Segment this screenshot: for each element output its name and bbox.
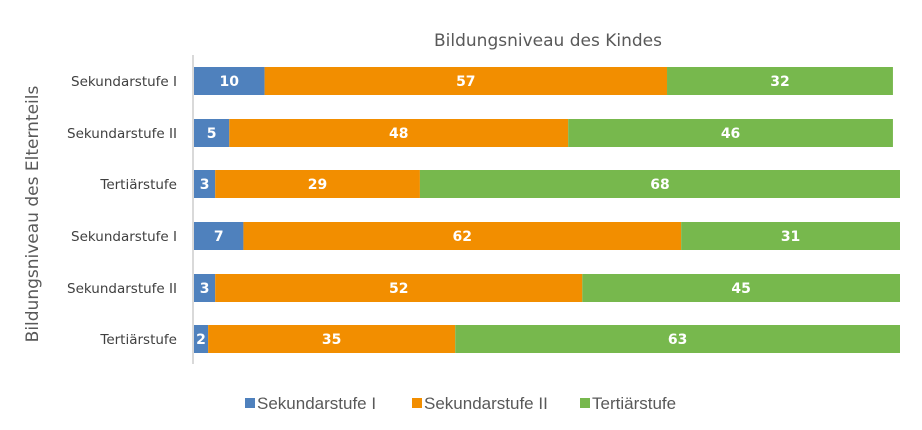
bar-segment xyxy=(194,67,265,95)
bar-segment xyxy=(667,67,893,95)
category-label: Sekundarstufe I xyxy=(71,229,177,245)
data-label: 62 xyxy=(453,229,472,245)
bar-segment xyxy=(208,325,456,353)
bar-segment xyxy=(264,67,668,95)
data-label: 45 xyxy=(731,281,750,297)
data-label: 29 xyxy=(308,177,327,193)
data-label: 2 xyxy=(196,332,206,348)
data-label: 31 xyxy=(781,229,800,245)
data-label: 7 xyxy=(214,229,224,245)
legend-swatch xyxy=(412,398,422,408)
bar-segment xyxy=(568,119,893,147)
bar-segment xyxy=(194,119,230,147)
data-label: 32 xyxy=(770,74,789,90)
data-label: 57 xyxy=(456,74,475,90)
bar-segment xyxy=(215,170,420,198)
bar-segment xyxy=(194,274,216,302)
data-label: 10 xyxy=(220,74,240,90)
data-label: 52 xyxy=(389,281,408,297)
legend-label: Sekundarstufe II xyxy=(424,394,548,413)
bar-segment xyxy=(455,325,900,353)
y-axis-label: Bildungsniveau des Elternteils xyxy=(23,86,43,343)
data-label: 3 xyxy=(200,177,210,193)
legend-swatch xyxy=(580,398,590,408)
bar-segment xyxy=(229,119,569,147)
data-label: 63 xyxy=(668,332,687,348)
bar-segment xyxy=(194,222,244,250)
bar-segment xyxy=(243,222,682,250)
category-labels: Sekundarstufe I Sekundarstufe II Tertiärst… xyxy=(67,74,177,348)
bar-segment xyxy=(582,274,900,302)
bar-segment xyxy=(194,325,209,353)
data-label: 3 xyxy=(200,281,210,297)
bar-segment xyxy=(681,222,900,250)
data-label: 48 xyxy=(389,126,408,142)
data-label: 68 xyxy=(650,177,669,193)
category-label: Sekundarstufe II xyxy=(67,281,177,297)
category-label: Sekundarstufe II xyxy=(67,126,177,142)
category-label: Sekundarstufe I xyxy=(71,74,177,90)
category-label: Tertiärstufe xyxy=(99,332,177,348)
legend-swatch xyxy=(245,398,255,408)
bar-segment xyxy=(215,274,583,302)
data-label: 35 xyxy=(322,332,341,348)
bar-segment xyxy=(419,170,900,198)
bar-segments xyxy=(194,67,900,353)
bar-segment xyxy=(194,170,216,198)
data-label: 5 xyxy=(207,126,217,142)
legend-label: Tertiärstufe xyxy=(592,394,676,413)
data-labels: 10 57 32 5 48 46 3 29 68 7 62 31 3 52 45 2 35 63 xyxy=(196,74,800,348)
legend-label: Sekundarstufe I xyxy=(257,394,376,413)
legend: Sekundarstufe I Sekundarstufe II Tertiärst… xyxy=(245,394,676,413)
category-label: Tertiärstufe xyxy=(99,177,177,193)
chart-title: Bildungsniveau des Kindes xyxy=(434,31,662,51)
data-label: 46 xyxy=(721,126,740,142)
